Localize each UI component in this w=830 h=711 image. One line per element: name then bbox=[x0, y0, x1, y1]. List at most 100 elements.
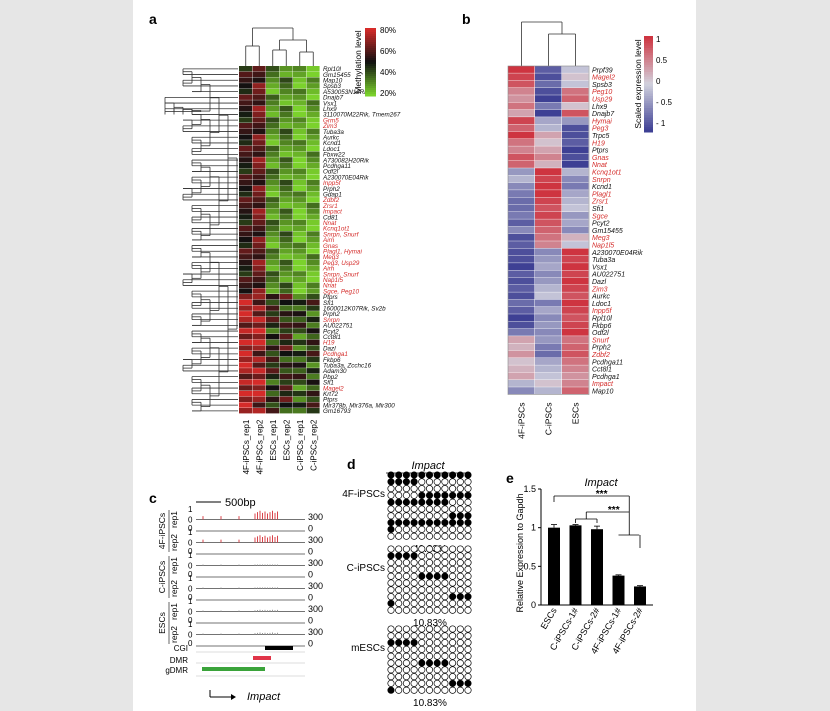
heatmap-cell bbox=[508, 387, 535, 395]
cpg-site bbox=[395, 652, 403, 660]
cpg-site bbox=[425, 498, 434, 506]
heatmap-cell bbox=[293, 134, 307, 140]
heatmap-cell bbox=[239, 157, 253, 163]
cpg-site bbox=[456, 525, 464, 533]
heatmap-cell bbox=[562, 190, 589, 197]
row-label: Nnat bbox=[323, 283, 337, 290]
sample-group-label: C-iPSCs bbox=[157, 561, 167, 594]
cpg-site bbox=[395, 572, 403, 580]
column-label: ESCs_rep1 bbox=[269, 419, 278, 460]
cpg-site bbox=[410, 645, 418, 653]
heatmap-cell bbox=[562, 102, 589, 110]
heatmap-cell bbox=[306, 305, 320, 311]
sample-group-label: 4F-iPSCs bbox=[157, 513, 167, 549]
legend-gradient-step bbox=[644, 60, 653, 63]
cpg-site bbox=[387, 505, 395, 513]
cpg-site bbox=[456, 532, 464, 540]
row-label: Gnas bbox=[323, 243, 339, 250]
track-ymax-label: 1 bbox=[188, 551, 193, 560]
row-label: Rpl10l bbox=[323, 66, 341, 73]
heatmap-cell bbox=[508, 73, 535, 81]
legend-gradient-step bbox=[644, 110, 653, 114]
heatmap-cell bbox=[239, 174, 253, 180]
heatmap-cell bbox=[293, 385, 307, 391]
heatmap-cell bbox=[239, 237, 253, 243]
legend-gradient-step bbox=[644, 45, 653, 49]
cpg-site bbox=[410, 659, 418, 667]
panel-b-color-legend: 1 0.5 0 - 0.5 - 1 Scaled expression level bbox=[633, 35, 673, 133]
heatmap-cell bbox=[239, 396, 253, 402]
row-label: 1600012K07Rik, Sv2b bbox=[323, 306, 386, 313]
row-label: Tuba3a bbox=[592, 257, 615, 264]
heatmap-cell bbox=[266, 123, 280, 129]
heatmap-cell bbox=[239, 231, 253, 237]
cpg-site bbox=[464, 593, 472, 601]
heatmap-cell bbox=[252, 197, 266, 203]
cpg-site bbox=[418, 532, 426, 540]
heatmap-cell bbox=[252, 134, 266, 140]
legend-gradient-step bbox=[644, 81, 653, 85]
row-label: Zrsr1 bbox=[322, 203, 338, 210]
legend-gradient-step bbox=[644, 72, 653, 75]
heatmap-cell bbox=[252, 237, 266, 243]
row-label: Dnajb7 bbox=[592, 111, 615, 118]
cpg-site bbox=[418, 498, 426, 506]
y-tick-label: 0 bbox=[531, 600, 536, 610]
cpg-site bbox=[402, 565, 410, 573]
cpg-site bbox=[410, 599, 418, 607]
heatmap-cell bbox=[279, 276, 293, 283]
heatmap-cell bbox=[535, 263, 562, 270]
heatmap-cell bbox=[306, 219, 320, 226]
heatmap-cell bbox=[252, 345, 266, 351]
row-label: Dazl bbox=[323, 345, 336, 352]
cpg-site bbox=[464, 606, 472, 614]
cpg-site bbox=[433, 485, 441, 493]
heatmap-cell bbox=[293, 162, 307, 169]
cpg-site bbox=[402, 525, 410, 533]
heatmap-cell bbox=[266, 254, 280, 260]
cpg-site bbox=[418, 471, 426, 479]
heatmap-cell bbox=[508, 175, 535, 183]
cpg-site bbox=[464, 485, 472, 493]
cpg-site bbox=[456, 505, 464, 513]
heatmap-cell bbox=[306, 123, 320, 129]
heatmap-cell bbox=[306, 180, 320, 186]
cpg-site bbox=[441, 471, 449, 479]
cpg-site bbox=[402, 586, 410, 594]
cpg-site bbox=[433, 552, 441, 560]
heatmap-cell bbox=[239, 191, 253, 197]
heatmap-cell bbox=[293, 180, 307, 186]
cpg-site bbox=[395, 625, 403, 633]
heatmap-cell bbox=[306, 276, 320, 283]
column-label: C-iPSCs_rep2 bbox=[309, 419, 318, 471]
heatmap-cell bbox=[293, 282, 307, 288]
heatmap-cell bbox=[252, 71, 266, 78]
row-label: Krt72 bbox=[323, 391, 339, 398]
cpg-site bbox=[449, 498, 457, 506]
gene-arrow-head bbox=[231, 694, 236, 700]
heatmap-cell bbox=[535, 168, 562, 176]
heatmap-cell bbox=[508, 372, 535, 380]
heatmap-cell bbox=[562, 365, 589, 373]
row-label: Impact bbox=[592, 381, 614, 388]
y-axis-label: Relative Expression to Gapdh bbox=[515, 493, 525, 612]
heatmap-cell bbox=[266, 276, 280, 283]
cpg-site bbox=[456, 673, 464, 681]
cpg-site bbox=[418, 572, 426, 580]
heatmap-cell bbox=[266, 100, 280, 106]
heatmap-cell bbox=[252, 322, 266, 328]
heatmap-cell bbox=[293, 140, 307, 146]
heatmap-cell bbox=[293, 105, 307, 112]
cpg-site bbox=[410, 532, 418, 540]
heatmap-cell bbox=[306, 333, 320, 340]
heatmap-cell bbox=[279, 282, 293, 288]
heatmap-cell bbox=[306, 191, 320, 197]
row-label: H19 bbox=[592, 140, 605, 147]
heatmap-cell bbox=[293, 368, 307, 374]
cpg-site bbox=[395, 519, 403, 527]
heatmap-cell bbox=[306, 316, 320, 323]
scale-bar-label: 500bp bbox=[225, 497, 256, 509]
legend-gradient-step bbox=[644, 62, 653, 66]
row-label: Trpc5 bbox=[592, 133, 609, 140]
cpg-site bbox=[410, 679, 418, 687]
